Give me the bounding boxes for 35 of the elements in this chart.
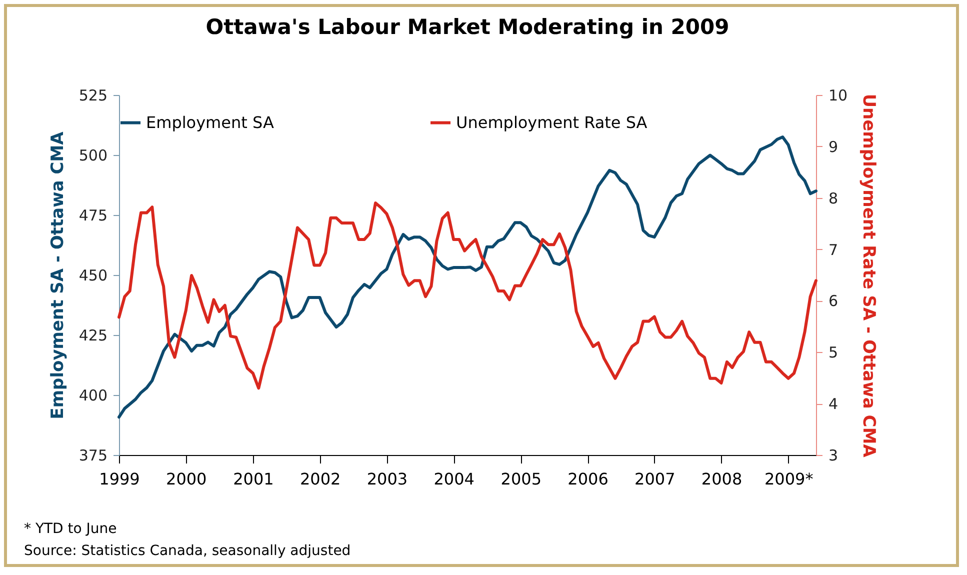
x-tick-label: 2004 bbox=[434, 470, 474, 488]
y2-tick-label: 8 bbox=[828, 189, 838, 208]
x-tick-label: 2007 bbox=[634, 470, 676, 488]
y-tick-label: 450 bbox=[78, 266, 108, 284]
x-tick-label: 2008 bbox=[701, 470, 742, 488]
legend-label: Unemployment Rate SA bbox=[456, 112, 648, 132]
x-tick-label: 2006 bbox=[568, 470, 608, 488]
y2-tick-label: 5 bbox=[828, 344, 838, 362]
source-note: Source: Statistics Canada, seasonally adjusted bbox=[24, 542, 351, 561]
y-tick-label: 525 bbox=[78, 86, 108, 104]
y2-tick-label: 4 bbox=[828, 395, 838, 414]
y-tick-label: 375 bbox=[78, 446, 108, 464]
line-series bbox=[118, 136, 818, 419]
y2-axis-title: Unemployment Rate SA - Ottawa CMA bbox=[858, 94, 879, 458]
y2-tick-label: 9 bbox=[828, 138, 838, 156]
y-tick-label: 400 bbox=[78, 386, 108, 404]
x-tick-label: 1999 bbox=[99, 470, 140, 488]
text: * YTD to June bbox=[24, 520, 118, 539]
y-tick-label: 425 bbox=[78, 326, 108, 344]
y2-tick-label: 7 bbox=[828, 240, 838, 259]
y-tick-label: 475 bbox=[78, 206, 108, 224]
x-tick-label: 2000 bbox=[166, 470, 207, 488]
x-tick-label: 2005 bbox=[500, 470, 542, 488]
x-tick-label: 2002 bbox=[300, 470, 341, 488]
chart-title: Ottawa's Labour Market Moderating in 2009 bbox=[206, 15, 730, 39]
y2-tick-label: 6 bbox=[828, 292, 838, 310]
legend-label: Employment SA bbox=[146, 112, 274, 132]
x-tick-label: 2001 bbox=[233, 470, 274, 488]
x-tick-label: 2009* bbox=[764, 470, 814, 488]
y-tick-label: 500 bbox=[78, 146, 108, 164]
y2-tick-label: 3 bbox=[828, 446, 838, 464]
y2-tick-label: 10 bbox=[828, 86, 848, 104]
line-series bbox=[118, 202, 818, 390]
y-axis-title: Employment SA - Ottawa CMA bbox=[48, 130, 68, 420]
x-tick-label: 2003 bbox=[366, 470, 408, 488]
